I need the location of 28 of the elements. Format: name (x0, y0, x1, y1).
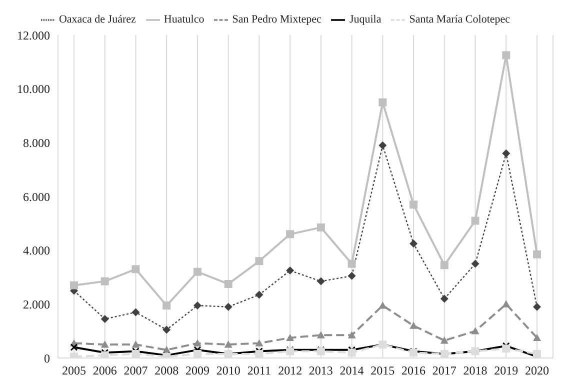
x-tick-label: 2006 (92, 364, 117, 378)
legend-label: Juquila (349, 14, 382, 26)
x-tick-label: 2015 (370, 364, 395, 378)
legend-label: San Pedro Mixtepec (232, 14, 322, 26)
x-tick-label: 2018 (463, 364, 488, 378)
x-tick-label: 2007 (124, 364, 148, 378)
x-tick-label: 2005 (62, 364, 86, 378)
y-tick-label: 0 (44, 351, 50, 366)
x-tick-label: 2012 (278, 364, 302, 378)
x-tick-label: 2020 (525, 364, 549, 378)
y-tick-label: 4.000 (23, 244, 50, 258)
y-tick-label: 12.000 (17, 28, 50, 42)
legend-label: Santa María Colotepec (409, 14, 510, 26)
y-tick-label: 10.000 (17, 82, 50, 96)
x-tick-label: 2016 (402, 364, 426, 378)
x-tick-label: 2014 (340, 364, 364, 378)
x-tick-label: 2010 (216, 364, 240, 378)
x-tick-label: 2017 (432, 364, 456, 378)
x-tick-label: 2009 (185, 364, 210, 378)
y-tick-label: 8.000 (23, 136, 50, 150)
x-tick-label: 2013 (308, 364, 333, 378)
x-tick-label: 2019 (494, 364, 518, 378)
x-tick-label: 2011 (247, 364, 271, 378)
legend-label: Oaxaca de Juárez (58, 14, 136, 26)
y-tick-label: 6.000 (23, 190, 50, 204)
x-tick-label: 2008 (154, 364, 179, 378)
legend-label: Huatulco (164, 14, 204, 26)
y-tick-label: 2.000 (23, 297, 50, 312)
